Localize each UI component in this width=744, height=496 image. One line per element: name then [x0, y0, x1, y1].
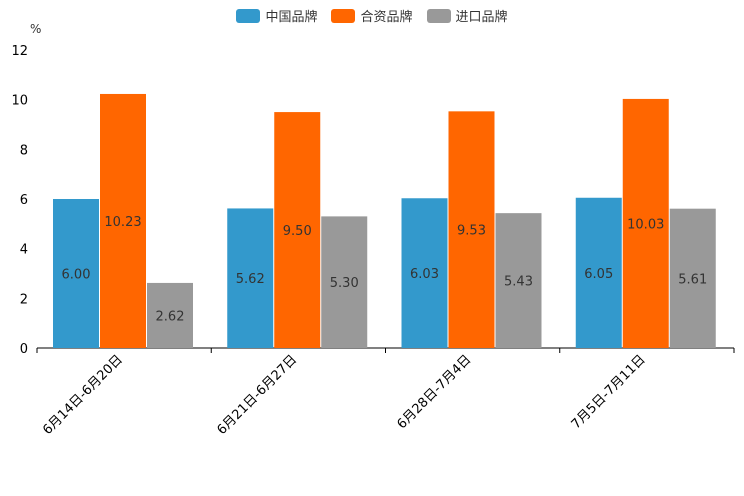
- bar[interactable]: [100, 93, 146, 348]
- bar[interactable]: [622, 98, 669, 349]
- x-tick-label: 6月21日-6月27日: [214, 352, 300, 438]
- bar[interactable]: [448, 111, 495, 348]
- bar[interactable]: [53, 199, 99, 348]
- x-tick-label: 6月14日-6月20日: [40, 352, 126, 438]
- data-label: 6.05: [584, 267, 613, 282]
- legend-item-imported[interactable]: 进口品牌: [426, 6, 508, 25]
- legend: 中国品牌 合资品牌 进口品牌: [0, 6, 744, 25]
- bars: [53, 93, 716, 349]
- bar[interactable]: [669, 208, 716, 348]
- legend-swatch-china: [236, 8, 261, 23]
- bar[interactable]: [321, 216, 368, 348]
- y-tick-label: 4: [20, 243, 28, 258]
- x-tick-label: 7月5日-7月11日: [569, 352, 649, 432]
- legend-label-china: 中国品牌: [265, 10, 318, 25]
- data-label: 2.62: [156, 309, 185, 324]
- data-label: 6.00: [62, 268, 91, 283]
- y-tick-label: 10: [11, 94, 28, 109]
- y-tick-label: 12: [11, 44, 28, 59]
- legend-swatch-imported: [426, 8, 451, 23]
- legend-label-imported: 进口品牌: [455, 10, 508, 25]
- data-labels: 6.00 10.23 2.62 5.62 9.50 5.30 6.03 9.53 5.43 6.0…: [62, 215, 708, 324]
- bar[interactable]: [575, 197, 622, 348]
- data-label: 5.61: [678, 272, 707, 287]
- data-label: 10.23: [104, 215, 141, 230]
- data-label: 9.53: [457, 224, 486, 239]
- y-axis-unit: %: [30, 22, 42, 36]
- y-tick-label: 0: [20, 342, 28, 357]
- data-label: 5.30: [330, 276, 359, 291]
- data-label: 10.03: [627, 217, 664, 232]
- bar[interactable]: [495, 213, 542, 348]
- bar[interactable]: [401, 198, 448, 348]
- legend-item-china[interactable]: 中国品牌: [236, 6, 317, 25]
- legend-label-joint-venture: 合资品牌: [360, 10, 413, 25]
- data-label: 5.43: [504, 275, 533, 290]
- bar[interactable]: [227, 208, 274, 348]
- data-label: 9.50: [283, 224, 312, 239]
- y-tick-label: 2: [20, 292, 28, 307]
- x-axis-labels: 6月14日-6月20日 6月21日-6月27日 6月28日-7月4日 7月5日-7月1…: [40, 352, 649, 438]
- legend-item-joint-venture[interactable]: 合资品牌: [331, 6, 413, 25]
- y-tick-label: 8: [20, 143, 28, 158]
- bar[interactable]: [274, 112, 321, 348]
- data-label: 5.62: [236, 272, 265, 287]
- data-label: 6.03: [410, 267, 439, 282]
- x-tick-label: 6月28日-7月4日: [395, 352, 475, 432]
- legend-swatch-joint-venture: [331, 8, 356, 23]
- bar[interactable]: [147, 282, 193, 348]
- y-tick-label: 6: [20, 193, 28, 208]
